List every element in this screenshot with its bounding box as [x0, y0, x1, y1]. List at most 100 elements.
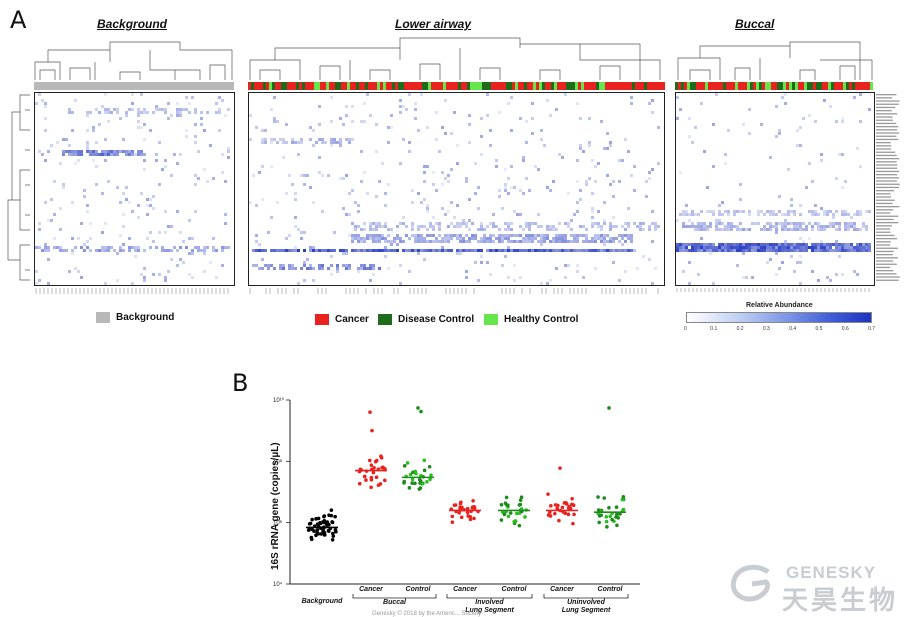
heat-cell — [838, 153, 841, 156]
annotation-cell — [473, 82, 476, 90]
row-label-glyph — [876, 161, 897, 163]
heat-cell — [706, 243, 709, 246]
heat-cell — [772, 225, 775, 228]
annotation-cell — [479, 82, 482, 90]
annotation-cell — [320, 82, 323, 90]
annotation-cell — [539, 82, 542, 90]
data-point — [376, 483, 381, 488]
heat-cell — [703, 246, 706, 249]
heat-cell — [591, 192, 594, 195]
heat-cell — [116, 252, 119, 255]
heat-cell — [74, 99, 77, 102]
heat-cell — [86, 111, 89, 114]
annotation-cell — [530, 82, 533, 90]
heat-cell — [137, 246, 140, 249]
heat-cell — [793, 243, 796, 246]
data-point — [454, 509, 458, 514]
heat-cell — [715, 228, 718, 231]
annotation-cell — [638, 82, 641, 90]
heat-cell — [742, 252, 745, 255]
heat-cell — [378, 234, 381, 237]
heat-cell — [155, 105, 158, 108]
heat-cell — [823, 225, 826, 228]
data-point — [405, 461, 410, 465]
data-point — [457, 511, 461, 515]
heat-cell — [712, 243, 715, 246]
heat-cell — [853, 246, 856, 249]
heat-cell — [540, 243, 543, 246]
heat-cell — [194, 174, 197, 177]
heat-cell — [591, 225, 594, 228]
heat-cell — [549, 225, 552, 228]
heat-cell — [477, 279, 480, 282]
heat-cell — [191, 249, 194, 252]
heat-cell — [742, 228, 745, 231]
heat-cell — [420, 237, 423, 240]
row-label-glyph — [876, 151, 896, 153]
heat-cell — [119, 117, 122, 120]
heat-cell — [468, 219, 471, 222]
heat-cell — [471, 234, 474, 237]
annotation-cell — [653, 82, 656, 90]
heat-cell — [261, 165, 264, 168]
heat-cell — [766, 222, 769, 225]
heat-cell — [811, 270, 814, 273]
annotation-cell — [551, 82, 554, 90]
annotation-cell — [422, 82, 425, 90]
heat-cell — [321, 138, 324, 141]
heat-cell — [591, 222, 594, 225]
relative-abundance-tick-label: 0.2 — [736, 326, 744, 332]
heat-cell — [790, 243, 793, 246]
heat-cell — [633, 165, 636, 168]
heat-cell — [387, 141, 390, 144]
heat-cell — [591, 240, 594, 243]
heat-cell — [543, 237, 546, 240]
annotation-cell — [290, 82, 293, 90]
heat-cell — [381, 225, 384, 228]
heat-cell — [657, 162, 660, 165]
heat-cell — [291, 141, 294, 144]
heat-cell — [697, 243, 700, 246]
heat-cell — [748, 243, 751, 246]
heat-cell — [465, 276, 468, 279]
heat-cell — [552, 237, 555, 240]
heat-cell — [480, 228, 483, 231]
heat-cell — [330, 96, 333, 99]
heat-cell — [624, 222, 627, 225]
heat-cell — [179, 153, 182, 156]
heat-cell — [486, 240, 489, 243]
heat-cell — [627, 234, 630, 237]
row-label-glyph — [876, 148, 892, 150]
heat-cell — [35, 282, 38, 285]
annotation-cell — [675, 82, 678, 90]
heat-cell — [709, 249, 712, 252]
annotation-cell — [741, 82, 744, 90]
heat-cell — [134, 249, 137, 252]
row-label-glyph — [876, 250, 894, 253]
heat-cell — [676, 246, 679, 249]
heat-cell — [477, 207, 480, 210]
data-point — [506, 503, 510, 507]
heat-cell — [835, 210, 838, 213]
annotation-cell — [272, 82, 275, 90]
heat-cell — [420, 234, 423, 237]
heat-cell — [856, 213, 859, 216]
heat-cell — [727, 225, 730, 228]
heat-cell — [456, 222, 459, 225]
heat-cell — [769, 222, 772, 225]
annotation-cell — [257, 82, 260, 90]
annotation-cell — [335, 82, 338, 90]
heat-cell — [417, 240, 420, 243]
heat-cell — [113, 150, 116, 153]
heat-cell — [273, 138, 276, 141]
heat-cell — [694, 228, 697, 231]
heat-cell — [378, 240, 381, 243]
heat-cell — [531, 234, 534, 237]
heat-cell — [441, 183, 444, 186]
data-point — [504, 509, 509, 514]
heat-cell — [603, 222, 606, 225]
heat-cell — [357, 240, 360, 243]
data-point — [560, 505, 565, 510]
heat-cell — [357, 249, 360, 252]
heat-cell — [648, 258, 651, 261]
